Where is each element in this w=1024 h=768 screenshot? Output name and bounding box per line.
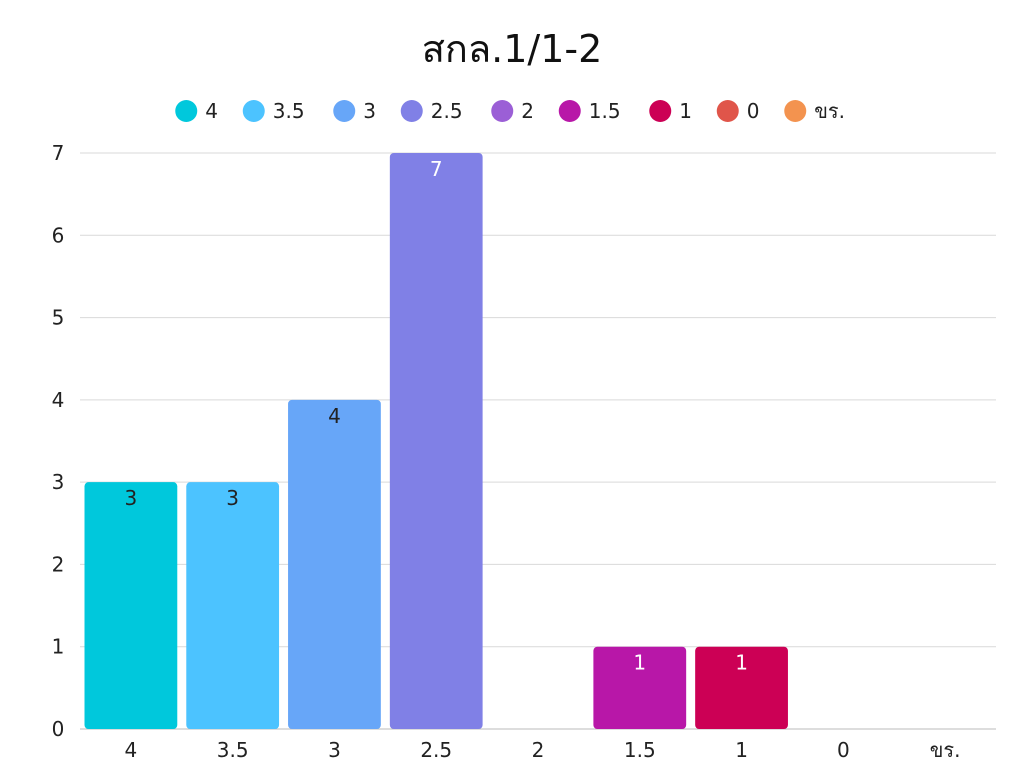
y-tick-label: 3 bbox=[52, 470, 65, 494]
legend-swatch bbox=[716, 100, 739, 122]
y-tick-label: 7 bbox=[52, 141, 65, 165]
legend-swatch bbox=[558, 100, 581, 122]
data-label: 7 bbox=[430, 157, 443, 181]
data-label: 3 bbox=[226, 486, 239, 510]
data-label: 4 bbox=[328, 404, 341, 428]
y-tick-label: 4 bbox=[52, 388, 65, 412]
data-label: 1 bbox=[633, 651, 646, 675]
legend-label: 2 bbox=[521, 99, 534, 123]
bar-1.5 bbox=[593, 646, 687, 729]
legend-swatch bbox=[175, 100, 198, 122]
y-tick-label: 0 bbox=[52, 717, 65, 741]
legend-swatch bbox=[242, 100, 265, 122]
bar-4 bbox=[84, 482, 178, 729]
legend-label: 2.5 bbox=[431, 99, 463, 123]
legend-label: 0 bbox=[747, 99, 760, 123]
data-label: 3 bbox=[125, 486, 138, 510]
legend-swatch bbox=[784, 100, 807, 122]
legend-swatch bbox=[491, 100, 514, 122]
x-tick-label: 0 bbox=[837, 738, 850, 762]
legend-label: 1 bbox=[679, 99, 692, 123]
x-tick-label: 3 bbox=[328, 738, 341, 762]
bars: 3 3 4 7 1 1 bbox=[84, 153, 788, 729]
legend-label: 3.5 bbox=[273, 99, 305, 123]
x-tick-label: 2 bbox=[532, 738, 545, 762]
legend-swatch bbox=[400, 100, 423, 122]
y-tick-label: 5 bbox=[52, 306, 65, 330]
legend-swatch bbox=[333, 100, 356, 122]
bar-3.5 bbox=[186, 482, 280, 729]
legend-label: 1.5 bbox=[589, 99, 621, 123]
y-tick-label: 2 bbox=[52, 552, 65, 576]
legend-label: ขร. bbox=[814, 99, 845, 123]
y-tick-label: 1 bbox=[52, 635, 65, 659]
legend-swatch bbox=[649, 100, 672, 122]
bar-3 bbox=[288, 399, 381, 729]
x-tick-label: ขร. bbox=[930, 738, 961, 762]
x-tick-label: 4 bbox=[125, 738, 138, 762]
legend-label: 3 bbox=[363, 99, 376, 123]
legend: 4 3.5 3 2.5 2 1.5 1 0 ขร. bbox=[175, 99, 845, 123]
x-axis: 4 3.5 3 2.5 2 1.5 1 0 ขร. bbox=[125, 738, 961, 762]
data-label: 1 bbox=[735, 651, 748, 675]
y-tick-label: 6 bbox=[52, 223, 65, 247]
bar-1 bbox=[695, 646, 788, 729]
x-tick-label: 2.5 bbox=[420, 738, 452, 762]
x-tick-label: 1.5 bbox=[624, 738, 656, 762]
x-tick-label: 3.5 bbox=[217, 738, 249, 762]
bar-2.5 bbox=[389, 153, 483, 729]
legend-label: 4 bbox=[205, 99, 218, 123]
x-tick-label: 1 bbox=[735, 738, 748, 762]
y-axis: 0 1 2 3 4 5 6 7 bbox=[52, 141, 65, 741]
chart-title: สกล.1/1-2 bbox=[421, 27, 603, 71]
